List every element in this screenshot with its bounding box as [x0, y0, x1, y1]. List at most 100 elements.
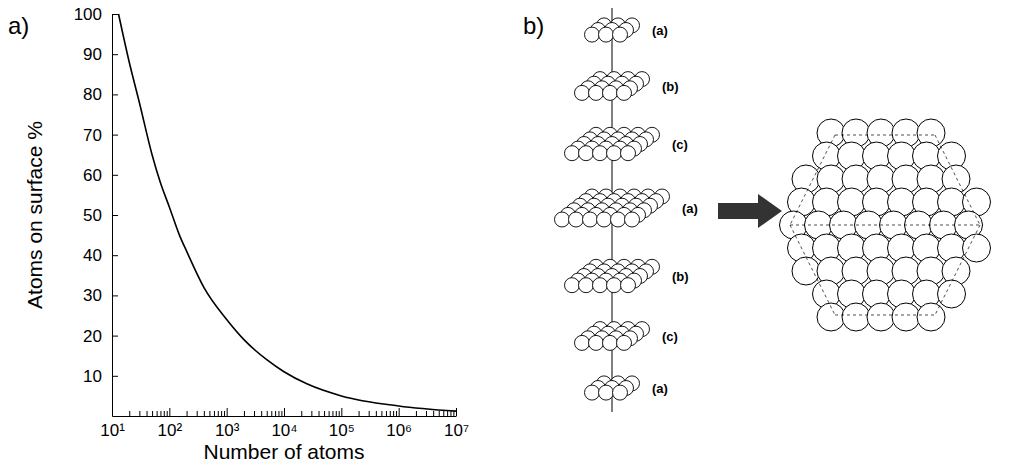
y-tick: 30	[83, 286, 118, 305]
x-tick-mark	[396, 411, 397, 416]
x-tick	[443, 411, 444, 416]
y-tick-label: 20	[83, 327, 102, 346]
x-tick-mark	[443, 411, 444, 416]
data-line	[119, 14, 456, 411]
atom	[603, 335, 618, 350]
x-tick-label: 10³	[215, 421, 240, 440]
x-tick	[416, 411, 417, 416]
x-tick	[301, 411, 302, 416]
x-tick-mark	[284, 408, 285, 416]
x-tick: 10⁴	[271, 408, 297, 440]
atom	[617, 85, 632, 100]
x-tick	[281, 411, 282, 416]
x-tick-label: 10¹	[100, 421, 125, 440]
x-tick-mark	[167, 411, 168, 416]
atom	[867, 303, 895, 331]
x-tick-mark	[416, 411, 417, 416]
x-axis-title: Number of atoms	[203, 440, 364, 463]
x-tick-mark	[187, 411, 188, 416]
y-tick: 70	[83, 126, 118, 145]
x-tick-label: 10⁵	[329, 421, 355, 440]
x-tick: 10³	[215, 408, 240, 440]
x-tick	[324, 411, 325, 416]
y-tick-label: 80	[83, 85, 102, 104]
atom	[613, 27, 628, 42]
atom	[575, 85, 590, 100]
x-tick	[167, 411, 168, 416]
x-tick	[254, 411, 255, 416]
x-tick-mark	[301, 411, 302, 416]
x-tick	[197, 411, 198, 416]
atom	[565, 278, 580, 293]
layer	[585, 376, 640, 400]
x-tick	[278, 411, 279, 416]
layer	[555, 189, 670, 227]
layer	[565, 127, 660, 160]
x-tick: 10⁵	[329, 408, 355, 440]
layer	[565, 259, 660, 292]
atom	[617, 335, 632, 350]
x-tick-mark	[278, 411, 279, 416]
x-tick	[329, 411, 330, 416]
plot-area	[119, 14, 456, 411]
atom	[599, 385, 614, 400]
atom	[963, 234, 991, 262]
atom	[603, 85, 618, 100]
facet-edge	[790, 135, 835, 225]
x-tick-mark	[152, 411, 153, 416]
x-tick	[393, 411, 394, 416]
x-tick-mark	[393, 411, 394, 416]
y-tick-mark	[112, 376, 118, 377]
x-tick-mark	[390, 411, 391, 416]
x-tick	[369, 411, 370, 416]
x-tick-label: 10⁴	[271, 421, 297, 440]
layer-label: (a)	[652, 23, 668, 38]
x-tick-mark	[261, 411, 262, 416]
atom	[892, 303, 920, 331]
layer-label: (a)	[652, 381, 668, 396]
atom	[625, 212, 640, 227]
x-tick	[376, 411, 377, 416]
atom	[583, 212, 598, 227]
layer-label: (b)	[672, 269, 689, 284]
x-tick-mark	[336, 411, 337, 416]
x-tick-mark	[376, 411, 377, 416]
x-tick-mark	[147, 411, 148, 416]
x-tick-mark	[204, 411, 205, 416]
x-tick-mark	[129, 411, 130, 416]
x-tick-mark	[386, 411, 387, 416]
x-tick	[386, 411, 387, 416]
panel-label: a)	[8, 12, 29, 39]
y-tick: 10	[83, 367, 118, 386]
x-tick-mark	[218, 411, 219, 416]
x-tick-mark	[439, 411, 440, 416]
facet-edge	[935, 135, 980, 225]
atom	[579, 146, 594, 161]
layer-label: (c)	[672, 137, 688, 152]
x-tick-mark	[319, 411, 320, 416]
x-tick	[129, 411, 130, 416]
x-tick-mark	[332, 411, 333, 416]
x-tick	[267, 411, 268, 416]
x-tick-mark	[160, 411, 161, 416]
x-tick-mark	[426, 411, 427, 416]
atom	[611, 212, 626, 227]
figure: a)b)10¹10²10³10⁴10⁵10⁶10⁷102030405060708…	[0, 0, 1013, 468]
atom	[917, 303, 945, 331]
x-tick	[433, 411, 434, 416]
x-tick	[157, 411, 158, 416]
x-tick-mark	[359, 411, 360, 416]
layer	[575, 72, 650, 101]
x-tick-mark	[169, 408, 170, 416]
x-tick	[336, 411, 337, 416]
facet-edge	[835, 315, 935, 316]
x-tick-mark	[433, 411, 434, 416]
x-tick	[396, 411, 397, 416]
y-tick-mark	[112, 94, 118, 95]
facet-edge	[835, 135, 935, 136]
y-tick: 80	[83, 85, 118, 104]
x-tick	[160, 411, 161, 416]
x-tick-label: 10²	[158, 421, 183, 440]
y-tick: 100	[74, 5, 118, 24]
y-tick-label: 100	[74, 5, 102, 24]
